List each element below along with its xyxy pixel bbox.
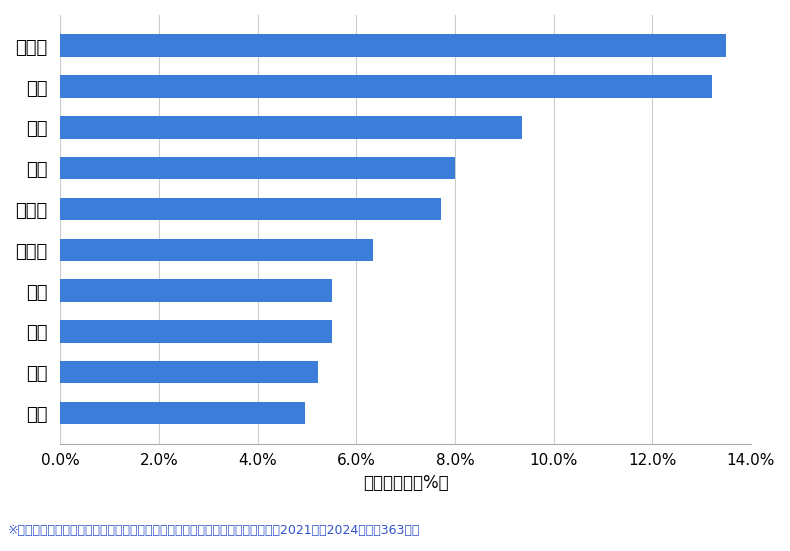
- Text: ※弊社受付の案件を対象に、受付時に市区町村の回答があったものを集計（期間2021年〜2024年、計363件）: ※弊社受付の案件を対象に、受付時に市区町村の回答があったものを集計（期間2021…: [8, 524, 420, 537]
- Bar: [61, 198, 441, 220]
- Bar: [61, 239, 373, 261]
- Bar: [61, 116, 522, 138]
- Bar: [61, 157, 455, 179]
- X-axis label: 件数の割合（%）: 件数の割合（%）: [363, 474, 449, 492]
- Bar: [61, 361, 318, 383]
- Bar: [61, 279, 332, 302]
- Bar: [61, 320, 332, 343]
- Bar: [61, 35, 726, 57]
- Bar: [61, 75, 713, 98]
- Bar: [61, 402, 305, 424]
